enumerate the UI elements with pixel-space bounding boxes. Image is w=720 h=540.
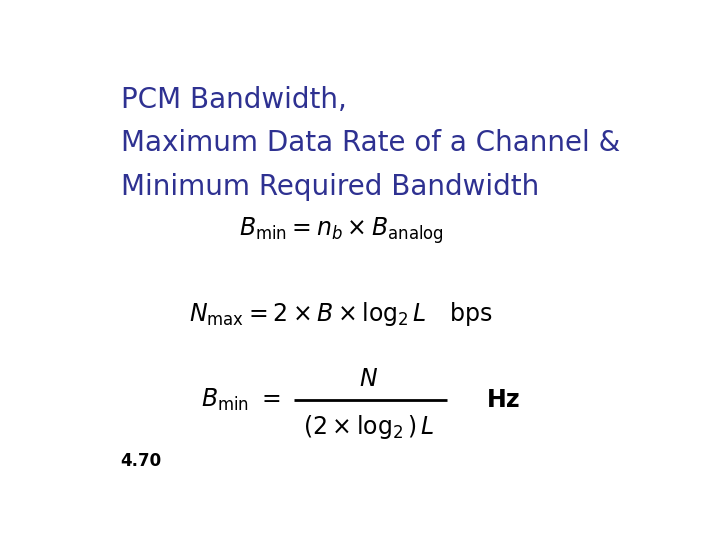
- Text: PCM Bandwidth,: PCM Bandwidth,: [121, 85, 346, 113]
- Text: $\mathbf{Hz}$: $\mathbf{Hz}$: [486, 388, 521, 411]
- Text: Maximum Data Rate of a Channel &: Maximum Data Rate of a Channel &: [121, 129, 620, 157]
- Text: $N$: $N$: [359, 367, 379, 391]
- Text: Minimum Required Bandwidth: Minimum Required Bandwidth: [121, 173, 539, 201]
- Text: $N_{\mathrm{max}} = 2 \times B \times \log_2 L \quad \mathrm{bps}$: $N_{\mathrm{max}} = 2 \times B \times \l…: [189, 300, 492, 328]
- Text: $B_{\mathrm{min}}\ =$: $B_{\mathrm{min}}\ =$: [201, 387, 281, 413]
- Text: 4.70: 4.70: [121, 452, 162, 470]
- Text: $B_{\mathrm{min}} = n_b \times B_{\mathrm{analog}}$: $B_{\mathrm{min}} = n_b \times B_{\mathr…: [238, 216, 444, 246]
- Text: $(2 \times \log_2)\,L$: $(2 \times \log_2)\,L$: [303, 413, 435, 441]
